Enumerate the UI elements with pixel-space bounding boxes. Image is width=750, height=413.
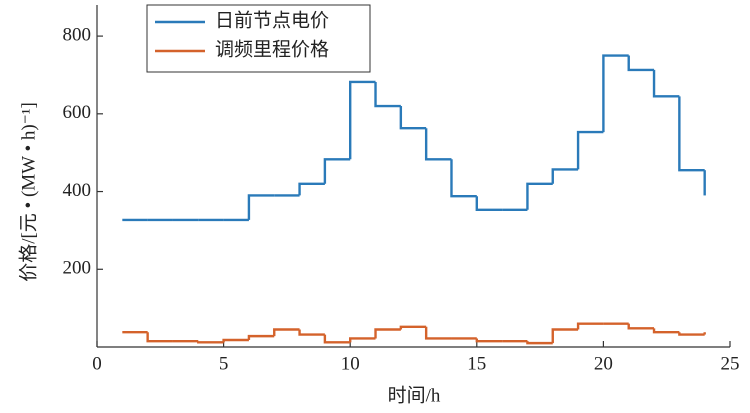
step-segment bbox=[424, 326, 452, 340]
step-segment bbox=[551, 328, 579, 344]
step-segment bbox=[576, 130, 604, 170]
step-segment bbox=[146, 332, 173, 343]
step-segment bbox=[323, 334, 351, 344]
step-segment bbox=[349, 337, 376, 343]
step-segment bbox=[273, 328, 300, 337]
step-segment bbox=[323, 158, 351, 184]
step-segment bbox=[551, 168, 579, 184]
step-segment bbox=[298, 329, 325, 336]
legend-box bbox=[146, 4, 371, 73]
step-segment bbox=[298, 182, 325, 196]
step-segment bbox=[399, 325, 427, 330]
step-segment bbox=[349, 80, 376, 160]
step-segment bbox=[450, 159, 477, 198]
step-segment bbox=[197, 341, 224, 344]
y-tick-label: 800 bbox=[63, 24, 92, 45]
y-tick-label: 600 bbox=[63, 102, 92, 123]
step-segment bbox=[526, 182, 553, 210]
step-segment bbox=[678, 332, 705, 336]
x-tick-label: 5 bbox=[219, 353, 229, 374]
x-tick-label: 10 bbox=[341, 353, 360, 374]
y-axis-label: 价格/[元 • (MW • h)⁻¹] bbox=[17, 102, 39, 282]
step-segment bbox=[222, 338, 249, 343]
y-tick-label: 200 bbox=[63, 258, 92, 279]
step-segment bbox=[576, 322, 604, 330]
y-tick-label: 400 bbox=[63, 180, 92, 201]
step-segment bbox=[602, 54, 629, 133]
step-segment bbox=[652, 328, 680, 334]
step-segment bbox=[678, 96, 705, 172]
step-segment bbox=[627, 323, 655, 330]
step-segment bbox=[247, 194, 275, 220]
step-segment bbox=[374, 328, 401, 339]
x-tick-label: 20 bbox=[594, 353, 613, 374]
step-segment bbox=[247, 334, 275, 341]
step-segment bbox=[424, 128, 452, 161]
x-tick-label: 0 bbox=[92, 353, 102, 374]
step-segment bbox=[475, 196, 503, 212]
step-segment bbox=[374, 81, 401, 108]
step-segment bbox=[627, 55, 655, 72]
legend-label: 日前节点电价 bbox=[215, 9, 329, 31]
x-tick-label: 25 bbox=[721, 353, 740, 374]
step-segment bbox=[526, 341, 553, 345]
x-tick-label: 15 bbox=[467, 353, 486, 374]
x-axis-label: 时间/h bbox=[388, 384, 441, 406]
step-segment bbox=[475, 338, 503, 343]
legend-label: 调频里程价格 bbox=[215, 38, 329, 60]
step-segment bbox=[399, 106, 427, 130]
step-segment bbox=[652, 69, 680, 98]
